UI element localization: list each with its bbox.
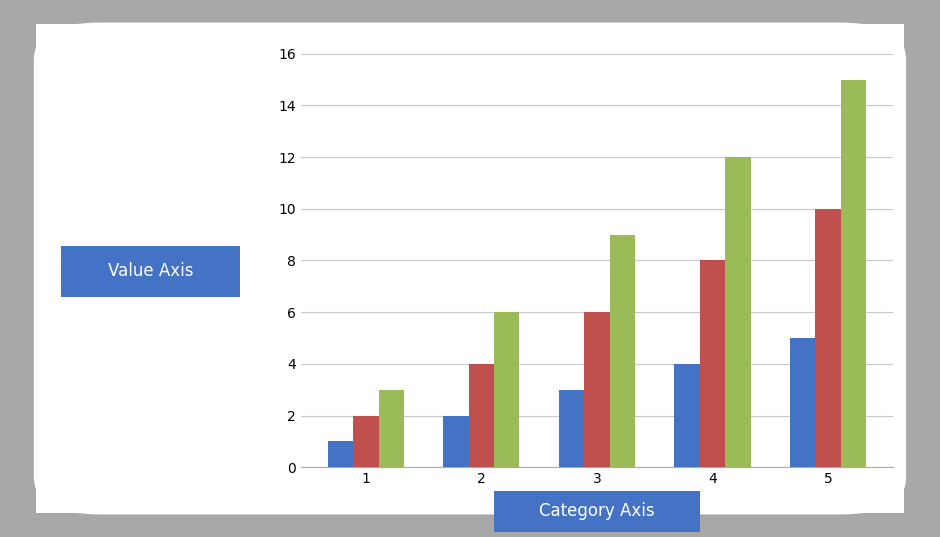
Bar bbox=[379, 390, 404, 467]
Text: Category Axis: Category Axis bbox=[539, 503, 655, 520]
Bar bbox=[444, 416, 469, 467]
Bar bbox=[353, 416, 379, 467]
Text: Value Axis: Value Axis bbox=[108, 262, 193, 280]
Bar bbox=[469, 364, 494, 467]
Bar bbox=[494, 312, 520, 467]
Bar bbox=[725, 157, 750, 467]
Bar bbox=[840, 79, 866, 467]
Bar bbox=[610, 235, 635, 467]
Bar bbox=[815, 209, 840, 467]
Bar bbox=[558, 390, 584, 467]
Bar bbox=[328, 441, 353, 467]
Bar bbox=[674, 364, 699, 467]
Bar bbox=[699, 260, 725, 467]
Bar bbox=[584, 312, 610, 467]
Bar bbox=[790, 338, 815, 467]
